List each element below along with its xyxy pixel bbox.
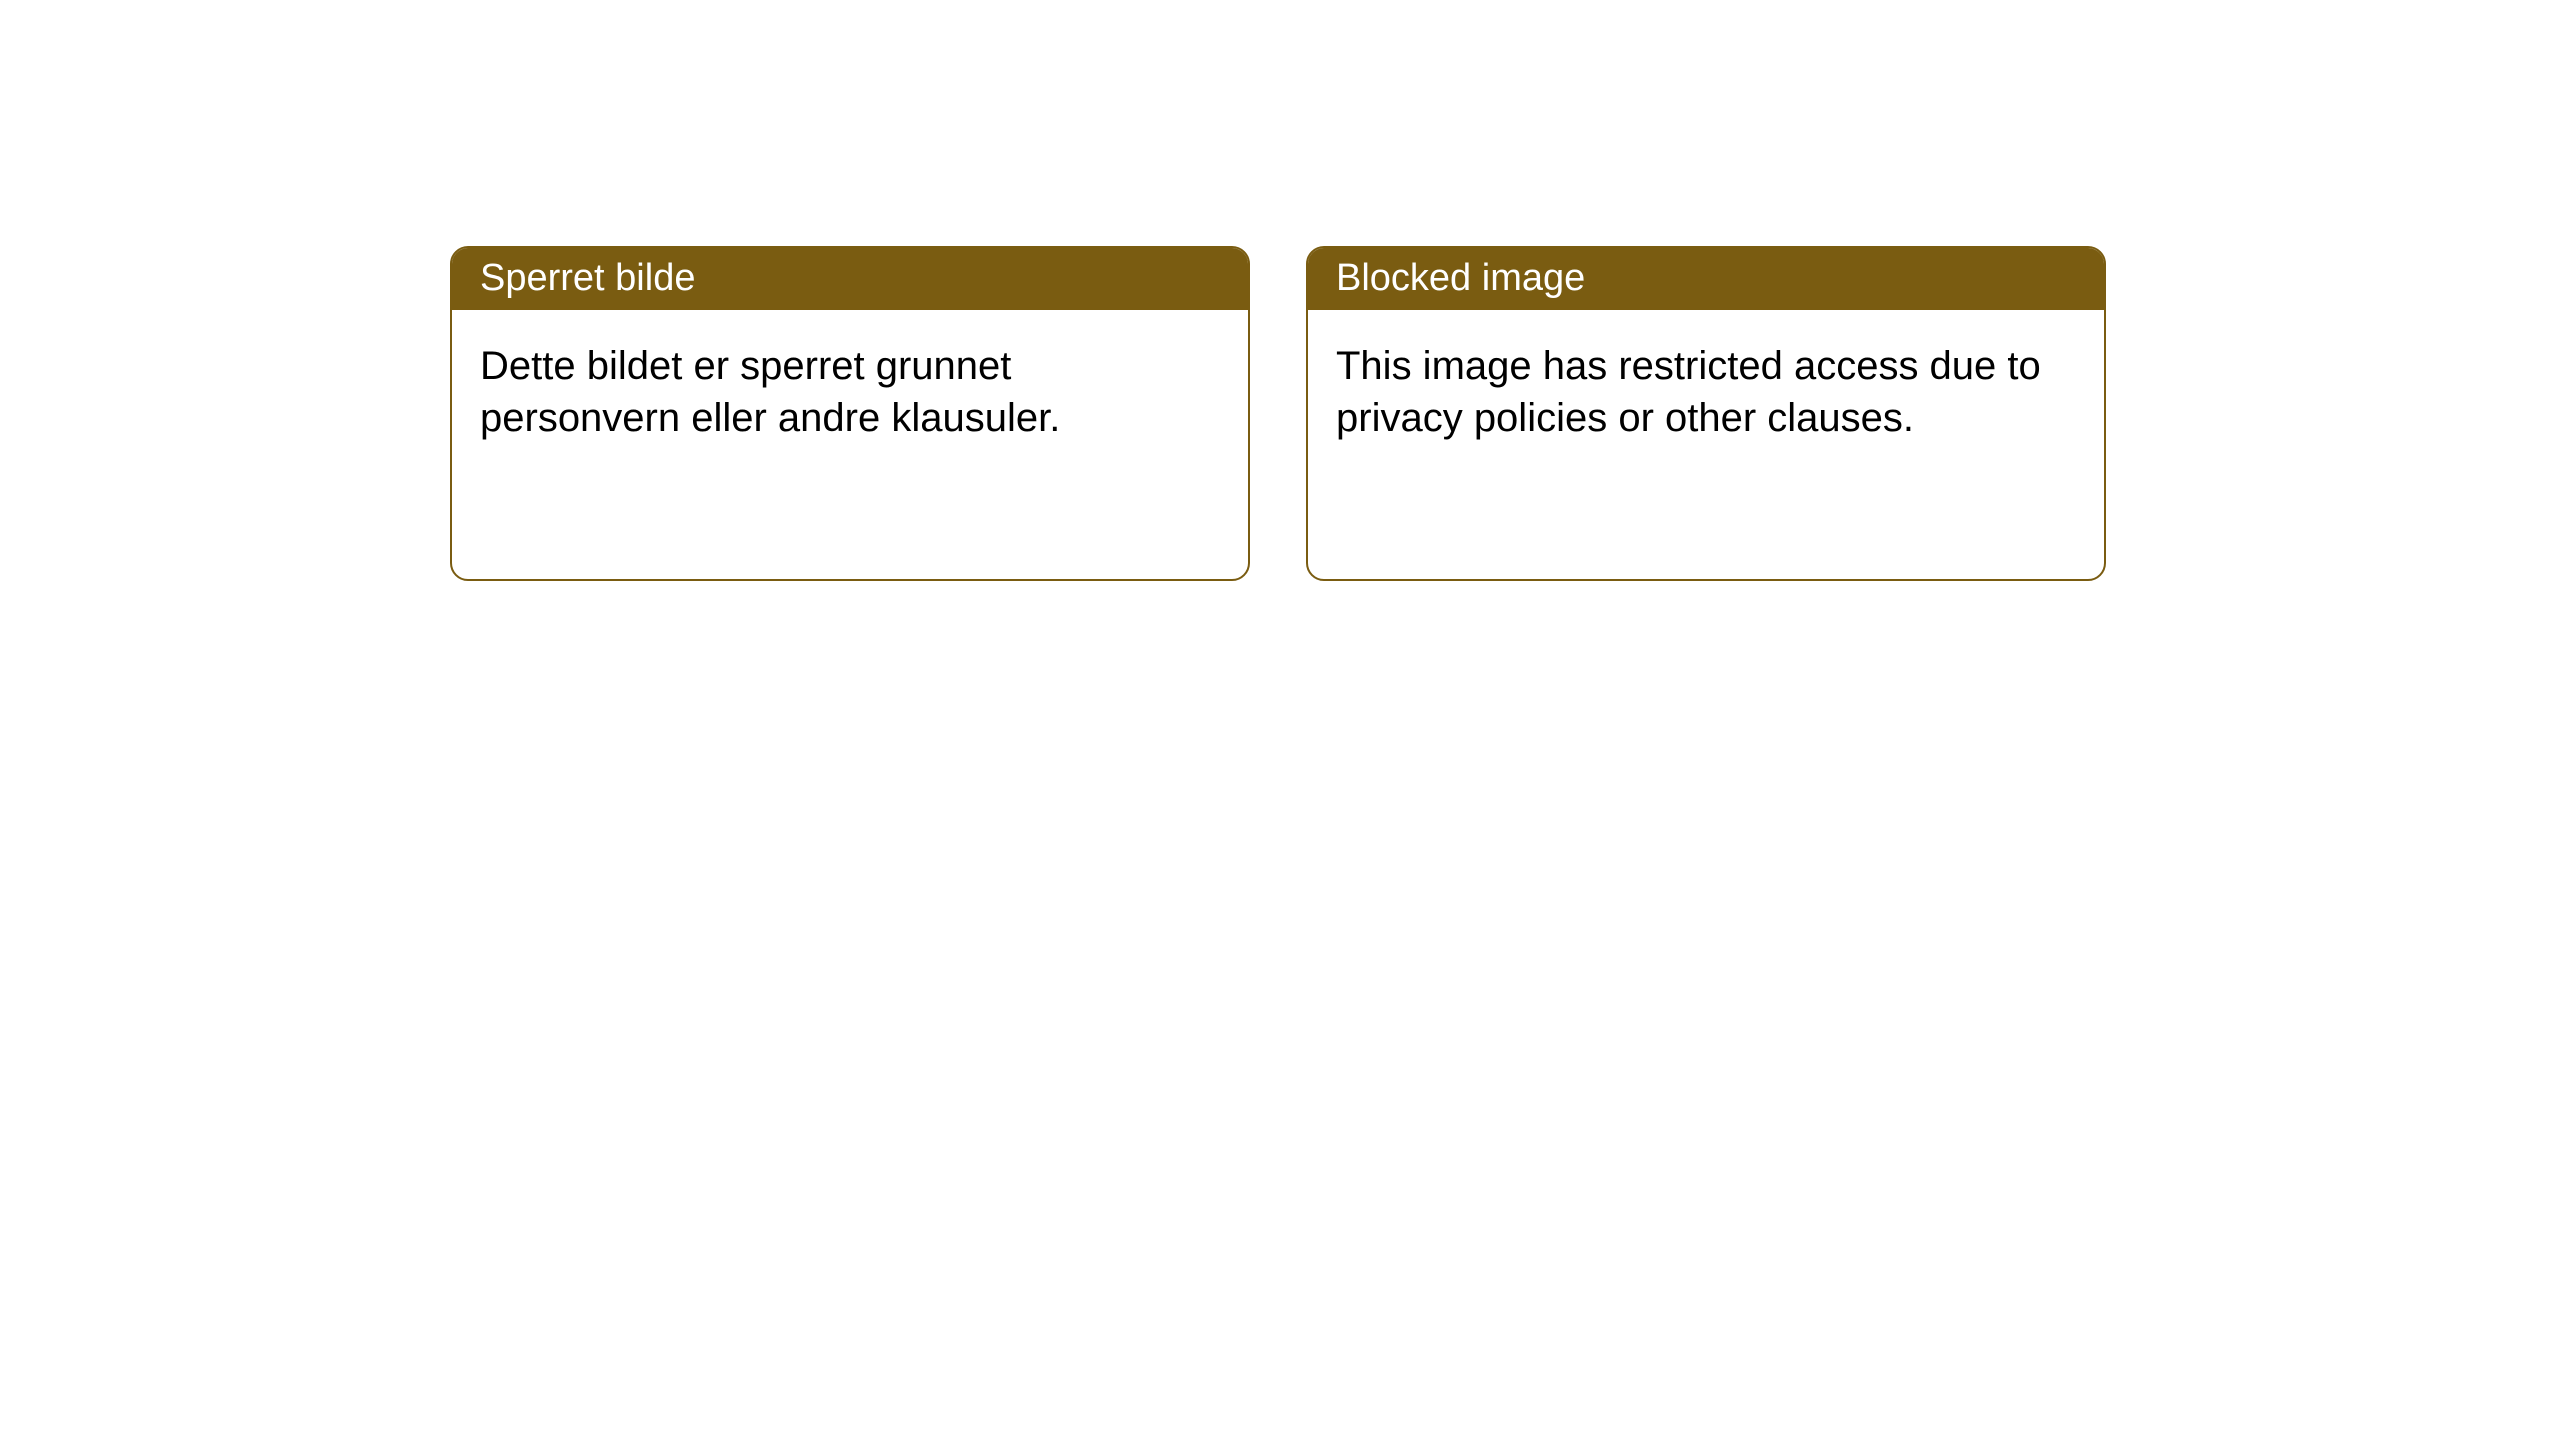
card-body: Dette bildet er sperret grunnet personve… <box>452 310 1248 474</box>
notice-card-english: Blocked image This image has restricted … <box>1306 246 2106 581</box>
card-header-text: Sperret bilde <box>480 257 695 299</box>
card-header: Blocked image <box>1308 248 2104 310</box>
card-body-text: This image has restricted access due to … <box>1336 344 2041 440</box>
card-header: Sperret bilde <box>452 248 1248 310</box>
notice-card-norwegian: Sperret bilde Dette bildet er sperret gr… <box>450 246 1250 581</box>
card-body-text: Dette bildet er sperret grunnet personve… <box>480 344 1060 440</box>
card-header-text: Blocked image <box>1336 257 1585 299</box>
notice-container: Sperret bilde Dette bildet er sperret gr… <box>0 0 2560 581</box>
card-body: This image has restricted access due to … <box>1308 310 2104 474</box>
